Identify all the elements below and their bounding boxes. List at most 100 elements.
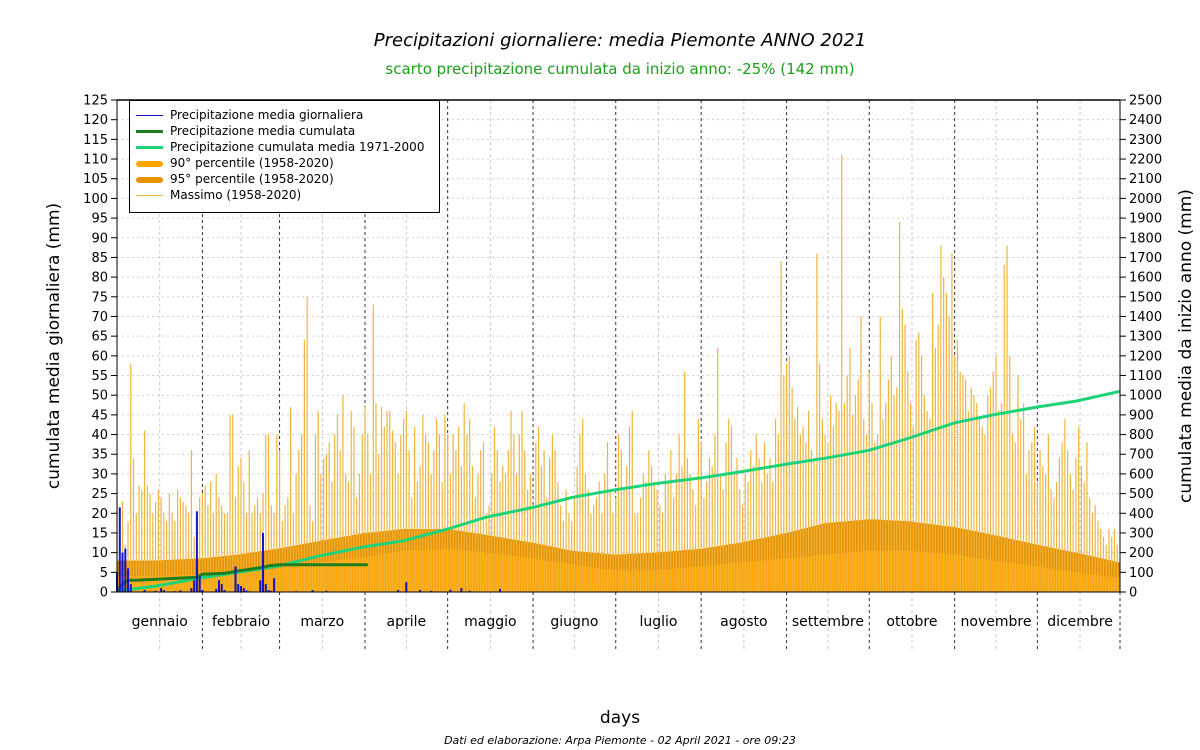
month-label: dicembre bbox=[1047, 614, 1113, 630]
y-left-tick-label: 75 bbox=[91, 290, 108, 305]
y-right-tick-label: 1900 bbox=[1129, 212, 1162, 227]
y-left-tick-label: 15 bbox=[91, 526, 108, 541]
y-left-tick-label: 115 bbox=[83, 133, 108, 148]
daily-bar bbox=[273, 578, 276, 592]
y-left-tick-label: 120 bbox=[83, 113, 108, 128]
y-right-tick-label: 1700 bbox=[1129, 251, 1162, 266]
legend-label: 90° percentile (1958-2020) bbox=[170, 156, 334, 170]
y-left-tick-label: 35 bbox=[91, 448, 108, 463]
daily-bar bbox=[127, 568, 129, 592]
y-right-tick-label: 2200 bbox=[1129, 153, 1162, 168]
y-right-tick-label: 2300 bbox=[1129, 133, 1162, 148]
month-label: agosto bbox=[720, 614, 767, 630]
daily-bar bbox=[223, 590, 226, 592]
daily-bar bbox=[160, 588, 163, 592]
daily-bar bbox=[190, 588, 193, 592]
legend-item-max: Massimo (1958-2020) bbox=[130, 188, 439, 204]
y-left-tick-label: 55 bbox=[91, 369, 108, 384]
y-right-tick-label: 300 bbox=[1129, 526, 1154, 541]
month-label: febbraio bbox=[212, 614, 270, 630]
y-left-tick-label: 10 bbox=[91, 546, 108, 561]
legend-swatch bbox=[136, 130, 163, 133]
legend-item-daily: Precipitazione media giornaliera bbox=[130, 108, 439, 124]
month-label: giugno bbox=[550, 614, 598, 630]
y-right-tick-label: 1600 bbox=[1129, 271, 1162, 286]
chart-subtitle: scarto precipitazione cumulata da inizio… bbox=[385, 60, 855, 78]
daily-bar bbox=[242, 588, 245, 592]
daily-bar bbox=[430, 590, 433, 592]
daily-bar bbox=[245, 590, 248, 592]
daily-bar bbox=[234, 566, 237, 592]
daily-bar bbox=[179, 590, 182, 592]
daily-bar bbox=[449, 589, 452, 592]
x-axis-label: days bbox=[599, 708, 641, 728]
daily-bar bbox=[499, 588, 501, 592]
daily-bar bbox=[259, 580, 262, 592]
y-right-tick-label: 500 bbox=[1129, 487, 1154, 502]
daily-bar bbox=[193, 580, 196, 592]
y-left-tick-label: 0 bbox=[100, 586, 108, 601]
daily-bar bbox=[201, 590, 204, 592]
legend-label: Precipitazione cumulata media 1971-2000 bbox=[170, 140, 425, 154]
daily-bar bbox=[311, 590, 314, 592]
legend-label: Precipitazione media giornaliera bbox=[170, 108, 364, 122]
daily-bar bbox=[468, 590, 471, 592]
daily-bar bbox=[118, 507, 121, 592]
legend-swatch bbox=[136, 195, 163, 196]
legend-swatch bbox=[136, 177, 163, 183]
y-right-tick-label: 1200 bbox=[1129, 349, 1162, 364]
y-axis-right-label: cumulata media da inizio anno (mm) bbox=[1175, 189, 1196, 503]
legend-item-cumulated: Precipitazione media cumulata bbox=[130, 124, 439, 140]
daily-bar bbox=[129, 584, 132, 592]
y-right-tick-label: 700 bbox=[1129, 448, 1154, 463]
daily-bar bbox=[154, 590, 157, 592]
y-right-tick-label: 0 bbox=[1129, 586, 1137, 601]
daily-bar bbox=[397, 590, 400, 592]
daily-bar bbox=[237, 584, 240, 592]
y-right-tick-label: 1100 bbox=[1129, 369, 1162, 384]
daily-bar bbox=[218, 580, 220, 592]
daily-bar bbox=[270, 590, 273, 592]
y-left-tick-label: 80 bbox=[91, 271, 108, 286]
y-right-tick-label: 2100 bbox=[1129, 172, 1162, 187]
y-left-tick-label: 20 bbox=[91, 507, 108, 522]
month-label: gennaio bbox=[132, 614, 188, 630]
month-label: marzo bbox=[300, 614, 344, 630]
daily-bar bbox=[195, 511, 198, 592]
daily-bar bbox=[162, 590, 165, 592]
daily-bar bbox=[121, 552, 124, 592]
y-left-tick-label: 5 bbox=[100, 566, 108, 581]
daily-bar bbox=[460, 588, 463, 592]
y-left-tick-label: 95 bbox=[91, 212, 108, 227]
y-left-tick-label: 70 bbox=[91, 310, 108, 325]
y-left-tick-label: 65 bbox=[91, 330, 108, 345]
legend-label: Massimo (1958-2020) bbox=[170, 188, 302, 202]
legend-swatch bbox=[136, 146, 163, 149]
month-label: maggio bbox=[464, 614, 516, 630]
y-right-tick-label: 1800 bbox=[1129, 231, 1162, 246]
y-right-tick-label: 2500 bbox=[1129, 94, 1162, 109]
legend-label: 95° percentile (1958-2020) bbox=[170, 172, 334, 186]
y-left-tick-label: 40 bbox=[91, 428, 108, 443]
y-right-tick-label: 800 bbox=[1129, 428, 1154, 443]
y-right-tick-label: 100 bbox=[1129, 566, 1154, 581]
legend: Precipitazione media giornaliera Precipi… bbox=[129, 100, 440, 213]
legend-label: Precipitazione media cumulata bbox=[170, 124, 356, 138]
y-right-tick-label: 2400 bbox=[1129, 113, 1162, 128]
legend-swatch bbox=[136, 161, 163, 167]
daily-bar bbox=[124, 548, 127, 592]
y-left-tick-label: 85 bbox=[91, 251, 108, 266]
month-label: aprile bbox=[387, 614, 427, 630]
y-right-tick-label: 400 bbox=[1129, 507, 1154, 522]
y-right-tick-label: 900 bbox=[1129, 408, 1154, 423]
daily-bar bbox=[419, 590, 422, 592]
daily-bar bbox=[264, 584, 267, 592]
daily-bar bbox=[267, 590, 270, 592]
month-label: ottobre bbox=[886, 614, 937, 630]
month-label: novembre bbox=[961, 614, 1032, 630]
daily-bar bbox=[325, 590, 328, 592]
y-left-tick-label: 100 bbox=[83, 192, 108, 207]
daily-bar bbox=[220, 584, 223, 592]
daily-bar bbox=[215, 588, 218, 592]
